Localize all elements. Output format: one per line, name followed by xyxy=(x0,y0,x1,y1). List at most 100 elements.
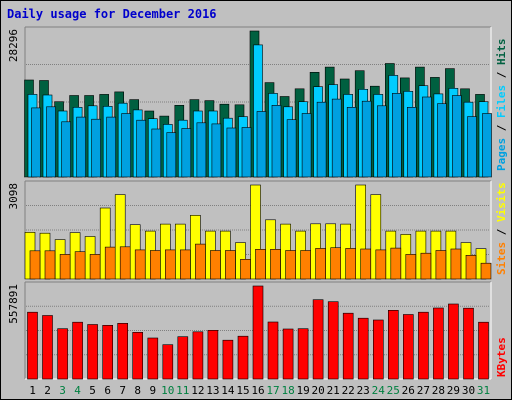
x-tick-label-day-18: 18 xyxy=(281,384,294,397)
bar-kbytes-day-26 xyxy=(402,314,414,380)
bar-pages-day-9 xyxy=(151,128,162,178)
bar-sites-day-29 xyxy=(450,248,462,280)
bar-sites-day-2 xyxy=(44,250,56,280)
x-tick-label-day-14: 14 xyxy=(221,384,235,397)
x-tick-label-day-19: 19 xyxy=(296,384,309,397)
x-tick-label-day-20: 20 xyxy=(311,384,324,397)
x-tick-label-day-25: 25 xyxy=(387,384,400,397)
bar-sites-day-15 xyxy=(240,258,251,280)
bar-sites-day-31 xyxy=(480,262,492,280)
x-tick-label-day-10: 10 xyxy=(161,384,174,397)
bar-sites-day-10 xyxy=(165,249,176,280)
bar-pages-day-24 xyxy=(376,105,387,178)
bar-pages-day-29 xyxy=(452,95,462,178)
x-tick-label-day-1: 1 xyxy=(29,384,36,397)
bar-sites-day-24 xyxy=(375,249,387,280)
legend-panel-2-part: Visits xyxy=(495,182,508,222)
x-tick-label-day-5: 5 xyxy=(89,384,96,397)
bar-kbytes-day-14 xyxy=(222,339,234,380)
x-tick-label-day-21: 21 xyxy=(327,384,340,397)
bar-kbytes-day-25 xyxy=(387,309,399,380)
bar-sites-day-7 xyxy=(119,246,131,280)
bar-kbytes-day-20 xyxy=(312,299,324,380)
bar-sites-day-30 xyxy=(465,255,477,280)
bar-sites-day-4 xyxy=(74,251,86,280)
x-tick-label-day-24: 24 xyxy=(372,384,386,397)
bar-kbytes-day-17 xyxy=(267,321,279,380)
bar-pages-day-12 xyxy=(196,122,207,178)
bar-kbytes-day-11 xyxy=(177,336,189,380)
bar-kbytes-day-15 xyxy=(237,335,249,380)
x-tick-label-day-28: 28 xyxy=(432,384,445,397)
bar-pages-day-19 xyxy=(301,113,312,178)
bar-sites-day-12 xyxy=(195,243,206,280)
bar-pages-day-11 xyxy=(181,128,192,178)
bar-pages-day-5 xyxy=(91,118,101,178)
bar-sites-day-19 xyxy=(300,250,311,280)
bar-kbytes-day-18 xyxy=(282,328,294,380)
bar-pages-day-3 xyxy=(61,121,71,178)
panel-3-ymax-label: 557891 xyxy=(7,284,20,324)
bar-sites-day-1 xyxy=(29,250,41,280)
legend-panel-1-part: / xyxy=(495,118,508,138)
bar-kbytes-day-22 xyxy=(342,312,354,380)
bar-pages-day-10 xyxy=(166,132,177,178)
bar-pages-day-23 xyxy=(361,100,372,178)
legend-panel-2: Sites / Visits xyxy=(495,182,508,275)
bar-sites-day-3 xyxy=(59,254,71,280)
legend-panel-1-part: / xyxy=(495,65,508,85)
bar-kbytes-day-30 xyxy=(463,307,474,380)
bar-sites-day-28 xyxy=(435,250,447,280)
panel-2-ymax-label: 3098 xyxy=(7,183,20,210)
bar-sites-day-5 xyxy=(89,254,101,280)
bar-pages-day-22 xyxy=(346,107,357,178)
bar-kbytes-day-24 xyxy=(372,319,384,380)
x-tick-label-day-26: 26 xyxy=(402,384,415,397)
bar-sites-day-17 xyxy=(270,249,281,280)
bar-kbytes-day-29 xyxy=(448,303,459,380)
bar-pages-day-13 xyxy=(211,123,222,178)
bar-kbytes-day-4 xyxy=(72,321,83,380)
bar-pages-day-8 xyxy=(136,119,146,178)
bar-kbytes-day-3 xyxy=(57,328,68,380)
x-tick-label-day-7: 7 xyxy=(119,384,126,397)
x-tick-label-day-31: 31 xyxy=(477,384,490,397)
x-tick-label-day-2: 2 xyxy=(44,384,51,397)
x-tick-label-day-11: 11 xyxy=(176,384,189,397)
bar-sites-day-8 xyxy=(134,249,146,280)
bar-kbytes-day-12 xyxy=(192,331,204,380)
legend-panel-1-part: Pages xyxy=(495,138,508,171)
bar-sites-day-11 xyxy=(180,249,191,280)
bar-pages-day-21 xyxy=(331,98,342,178)
bar-pages-day-14 xyxy=(226,127,237,178)
bar-pages-day-30 xyxy=(467,116,477,178)
legend-panel-3-part: KBytes xyxy=(495,337,508,377)
legend-panel-3: KBytes xyxy=(495,337,508,377)
bar-pages-day-15 xyxy=(241,127,252,178)
bar-kbytes-day-10 xyxy=(162,344,174,380)
bar-sites-day-27 xyxy=(420,252,432,280)
x-tick-label-day-30: 30 xyxy=(462,384,475,397)
bar-kbytes-day-7 xyxy=(117,322,128,380)
bar-kbytes-day-5 xyxy=(87,324,98,380)
bar-pages-day-1 xyxy=(31,107,41,178)
x-tick-label-day-4: 4 xyxy=(74,384,81,397)
bar-pages-day-25 xyxy=(391,93,402,178)
bar-kbytes-day-19 xyxy=(297,328,309,380)
bar-kbytes-day-21 xyxy=(327,301,339,380)
x-tick-label-day-29: 29 xyxy=(447,384,460,397)
bar-sites-day-9 xyxy=(150,250,161,280)
bar-kbytes-day-27 xyxy=(418,311,429,380)
bar-kbytes-day-2 xyxy=(42,315,53,380)
bar-kbytes-day-31 xyxy=(478,321,489,380)
bar-pages-day-7 xyxy=(121,113,131,178)
bar-pages-day-6 xyxy=(106,116,116,178)
bar-sites-day-20 xyxy=(315,248,326,280)
bar-pages-day-4 xyxy=(76,116,86,178)
bar-sites-day-13 xyxy=(210,250,221,280)
x-tick-label-day-22: 22 xyxy=(342,384,355,397)
bar-pages-day-20 xyxy=(316,101,327,178)
x-tick-label-day-17: 17 xyxy=(266,384,279,397)
bar-pages-day-28 xyxy=(437,103,447,178)
